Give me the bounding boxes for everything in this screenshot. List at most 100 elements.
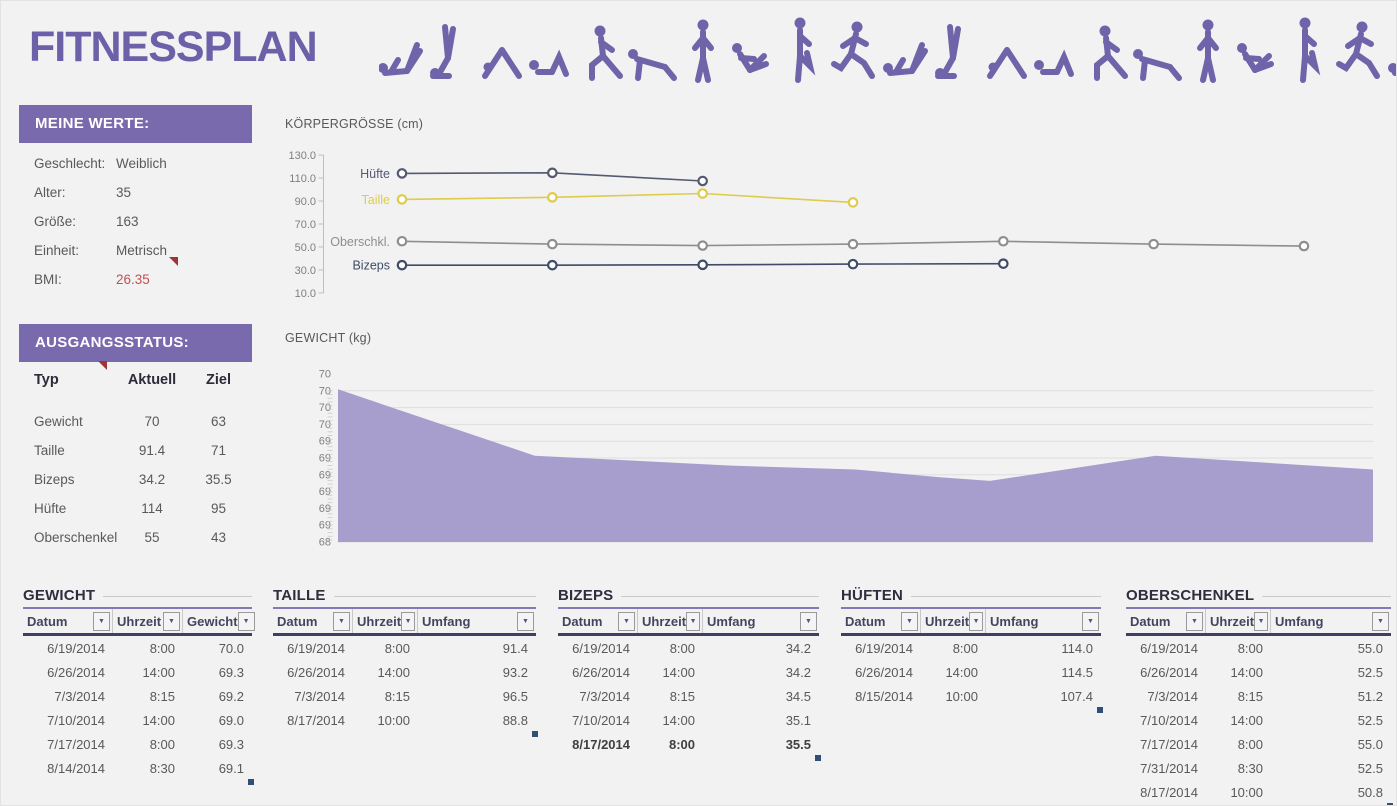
- table-cell[interactable]: 6/19/2014: [1140, 640, 1198, 656]
- status-cell[interactable]: 55: [144, 530, 160, 545]
- table-cell[interactable]: 6/19/2014: [855, 640, 913, 656]
- table-cell[interactable]: 14:00: [945, 664, 978, 680]
- table-cell[interactable]: 14:00: [1230, 664, 1263, 680]
- table-cell[interactable]: 6/26/2014: [1140, 664, 1198, 680]
- table-cell[interactable]: 52.5: [1357, 760, 1383, 776]
- table-cell[interactable]: 34.2: [785, 664, 811, 680]
- table-cell[interactable]: 69.3: [218, 736, 244, 752]
- table-cell[interactable]: 70.0: [218, 640, 244, 656]
- filter-dropdown-icon[interactable]: ▼: [1254, 611, 1268, 631]
- table-cell[interactable]: 107.4: [1060, 688, 1093, 704]
- table-cell[interactable]: 8:30: [149, 760, 175, 776]
- filter-dropdown-icon[interactable]: ▼: [686, 611, 700, 631]
- table-cell[interactable]: 10:00: [945, 688, 978, 704]
- table-cell[interactable]: 8:30: [1237, 760, 1263, 776]
- table-cell[interactable]: 114.0: [1061, 640, 1093, 656]
- status-cell[interactable]: Bizeps: [34, 472, 75, 487]
- table-cell[interactable]: 14:00: [1230, 712, 1263, 728]
- table-cell[interactable]: 69.2: [218, 688, 244, 704]
- table-cell[interactable]: 8/17/2014: [1140, 784, 1198, 800]
- status-cell[interactable]: 34.2: [138, 472, 166, 487]
- table-cell[interactable]: 8:00: [1237, 640, 1263, 656]
- table-cell[interactable]: 34.2: [785, 640, 811, 656]
- table-cell[interactable]: 8/14/2014: [47, 760, 105, 776]
- table-cell[interactable]: 8:15: [1237, 688, 1263, 704]
- comment-indicator-icon[interactable]: [98, 361, 107, 370]
- status-cell[interactable]: 63: [210, 414, 227, 429]
- filter-dropdown-icon[interactable]: ▼: [163, 611, 180, 631]
- table-cell[interactable]: 8/17/2014: [572, 736, 630, 752]
- table-cell[interactable]: 14:00: [662, 712, 695, 728]
- status-cell[interactable]: 70: [144, 414, 160, 429]
- table-cell[interactable]: 55.0: [1357, 736, 1383, 752]
- table-cell[interactable]: 35.5: [785, 736, 811, 752]
- filter-dropdown-icon[interactable]: ▼: [93, 611, 110, 631]
- table-cell[interactable]: 7/10/2014: [572, 712, 630, 728]
- table-cell[interactable]: 8:00: [384, 640, 410, 656]
- table-resize-handle[interactable]: [1387, 803, 1393, 805]
- value-cell[interactable]: 163: [116, 214, 139, 229]
- table-resize-handle[interactable]: [248, 779, 254, 785]
- value-cell[interactable]: 35: [116, 185, 132, 200]
- table-cell[interactable]: 7/3/2014: [579, 688, 630, 704]
- table-cell[interactable]: 7/3/2014: [1147, 688, 1198, 704]
- value-cell[interactable]: 26.35: [116, 272, 150, 287]
- table-cell[interactable]: 6/26/2014: [287, 664, 345, 680]
- table-cell[interactable]: 8:15: [384, 688, 410, 704]
- table-cell[interactable]: 69.3: [218, 664, 244, 680]
- table-cell[interactable]: 10:00: [1230, 784, 1263, 800]
- table-cell[interactable]: 91.4: [502, 640, 528, 656]
- table-cell[interactable]: 7/10/2014: [1140, 712, 1198, 728]
- table-cell[interactable]: 51.2: [1357, 688, 1383, 704]
- status-cell[interactable]: 114: [141, 501, 163, 516]
- table-cell[interactable]: 8:00: [952, 640, 978, 656]
- table-cell[interactable]: 6/19/2014: [47, 640, 105, 656]
- table-cell[interactable]: 6/26/2014: [855, 664, 913, 680]
- filter-dropdown-icon[interactable]: ▼: [1186, 611, 1203, 631]
- filter-dropdown-icon[interactable]: ▼: [517, 611, 534, 631]
- table-cell[interactable]: 8:00: [1237, 736, 1263, 752]
- table-cell[interactable]: 8:15: [669, 688, 695, 704]
- table-cell[interactable]: 8:00: [149, 736, 175, 752]
- table-resize-handle[interactable]: [815, 755, 821, 761]
- filter-dropdown-icon[interactable]: ▼: [800, 611, 817, 631]
- table-cell[interactable]: 7/17/2014: [47, 736, 105, 752]
- filter-dropdown-icon[interactable]: ▼: [333, 611, 350, 631]
- table-cell[interactable]: 8:00: [669, 640, 695, 656]
- filter-dropdown-icon[interactable]: ▼: [618, 611, 635, 631]
- table-cell[interactable]: 14:00: [662, 664, 695, 680]
- table-cell[interactable]: 7/31/2014: [1140, 760, 1198, 776]
- status-cell[interactable]: Hüfte: [34, 501, 67, 516]
- status-cell[interactable]: 35.5: [205, 472, 232, 487]
- filter-dropdown-icon[interactable]: ▼: [901, 611, 918, 631]
- table-cell[interactable]: 10:00: [377, 712, 410, 728]
- status-cell[interactable]: 71: [210, 443, 227, 458]
- table-cell[interactable]: 6/19/2014: [287, 640, 345, 656]
- table-cell[interactable]: 55.0: [1357, 640, 1383, 656]
- table-cell[interactable]: 114.5: [1061, 664, 1093, 680]
- filter-dropdown-icon[interactable]: ▼: [237, 611, 255, 631]
- table-cell[interactable]: 35.1: [785, 712, 811, 728]
- table-cell[interactable]: 6/19/2014: [572, 640, 630, 656]
- filter-dropdown-icon[interactable]: ▼: [1372, 611, 1389, 631]
- table-cell[interactable]: 8:00: [149, 640, 175, 656]
- table-cell[interactable]: 52.5: [1357, 712, 1383, 728]
- table-cell[interactable]: 7/10/2014: [47, 712, 105, 728]
- table-cell[interactable]: 8:15: [149, 688, 175, 704]
- table-resize-handle[interactable]: [1097, 707, 1103, 713]
- status-cell[interactable]: 91.4: [138, 443, 166, 458]
- table-cell[interactable]: 14:00: [142, 712, 175, 728]
- table-cell[interactable]: 8:00: [668, 736, 695, 752]
- table-cell[interactable]: 93.2: [502, 664, 528, 680]
- table-cell[interactable]: 6/26/2014: [572, 664, 630, 680]
- table-cell[interactable]: 14:00: [142, 664, 175, 680]
- filter-dropdown-icon[interactable]: ▼: [1082, 611, 1099, 631]
- table-cell[interactable]: 14:00: [377, 664, 410, 680]
- table-cell[interactable]: 7/17/2014: [1140, 736, 1198, 752]
- status-cell[interactable]: Oberschenkel: [34, 530, 118, 545]
- comment-indicator-icon[interactable]: [169, 257, 178, 266]
- status-cell[interactable]: 43: [210, 530, 227, 545]
- table-cell[interactable]: 88.8: [502, 712, 528, 728]
- status-cell[interactable]: Taille: [34, 443, 65, 458]
- table-cell[interactable]: 6/26/2014: [47, 664, 105, 680]
